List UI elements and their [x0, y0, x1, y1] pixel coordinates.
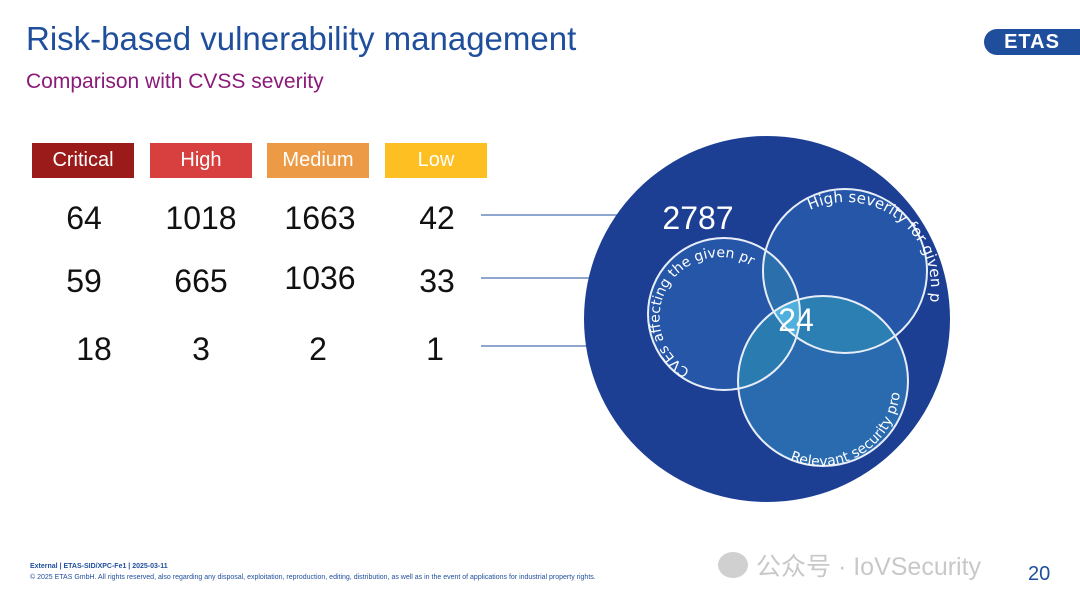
count-r3-high: 3 [192, 331, 210, 367]
count-r3-critical: 18 [76, 331, 112, 367]
venn-total-count: 2787 [662, 200, 733, 236]
count-r2-high: 665 [174, 263, 228, 299]
severity-header-critical: Critical [32, 143, 134, 178]
count-r2-low: 33 [419, 263, 455, 299]
page-number: 20 [1028, 563, 1051, 585]
watermark: 公众号 · IoVSecurity [718, 547, 981, 583]
count-r2-critical: 59 [66, 263, 102, 299]
wechat-icon [718, 552, 748, 578]
count-r1-low: 42 [419, 200, 455, 236]
severity-header-medium: Medium [267, 143, 369, 178]
count-r1-critical: 64 [66, 200, 102, 236]
venn-intersection-count: 24 [778, 302, 814, 338]
footer-copyright: © 2025 ETAS GmbH. All rights reserved, a… [30, 574, 596, 581]
severity-header-high: High [150, 143, 252, 178]
etas-logo: ETAS [984, 29, 1080, 55]
count-r1-high: 1018 [165, 200, 237, 236]
count-r2-medium: 1036 [284, 260, 356, 296]
footer-classification: External | ETAS-SID/XPC-Fe1 | 2025-03-11 [30, 563, 168, 570]
watermark-text: 公众号 · IoVSecurity [756, 553, 982, 581]
count-r3-medium: 2 [309, 331, 327, 367]
count-r3-low: 1 [426, 331, 444, 367]
slide-subtitle: Comparison with CVSS severity [26, 70, 324, 93]
slide-title: Risk-based vulnerability management [26, 20, 577, 57]
severity-header-low: Low [385, 143, 487, 178]
count-r1-medium: 1663 [284, 200, 356, 236]
